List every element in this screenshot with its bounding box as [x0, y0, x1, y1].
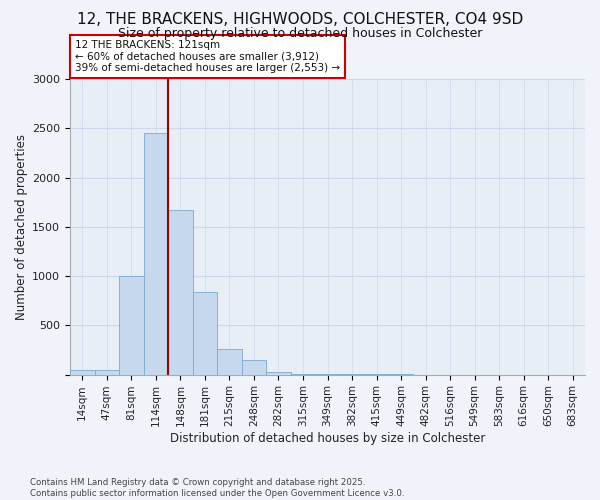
Text: Contains HM Land Registry data © Crown copyright and database right 2025.
Contai: Contains HM Land Registry data © Crown c…	[30, 478, 404, 498]
Bar	[266, 372, 291, 374]
X-axis label: Distribution of detached houses by size in Colchester: Distribution of detached houses by size …	[170, 432, 485, 445]
Bar	[143, 133, 168, 374]
Bar	[242, 360, 266, 374]
Bar	[217, 349, 242, 374]
Text: 12, THE BRACKENS, HIGHWOODS, COLCHESTER, CO4 9SD: 12, THE BRACKENS, HIGHWOODS, COLCHESTER,…	[77, 12, 523, 28]
Bar	[168, 210, 193, 374]
Text: 12 THE BRACKENS: 121sqm
← 60% of detached houses are smaller (3,912)
39% of semi: 12 THE BRACKENS: 121sqm ← 60% of detache…	[75, 40, 340, 73]
Bar	[95, 370, 119, 374]
Text: Size of property relative to detached houses in Colchester: Size of property relative to detached ho…	[118, 28, 482, 40]
Bar	[119, 276, 143, 374]
Bar	[193, 292, 217, 374]
Bar	[70, 370, 95, 374]
Y-axis label: Number of detached properties: Number of detached properties	[15, 134, 28, 320]
